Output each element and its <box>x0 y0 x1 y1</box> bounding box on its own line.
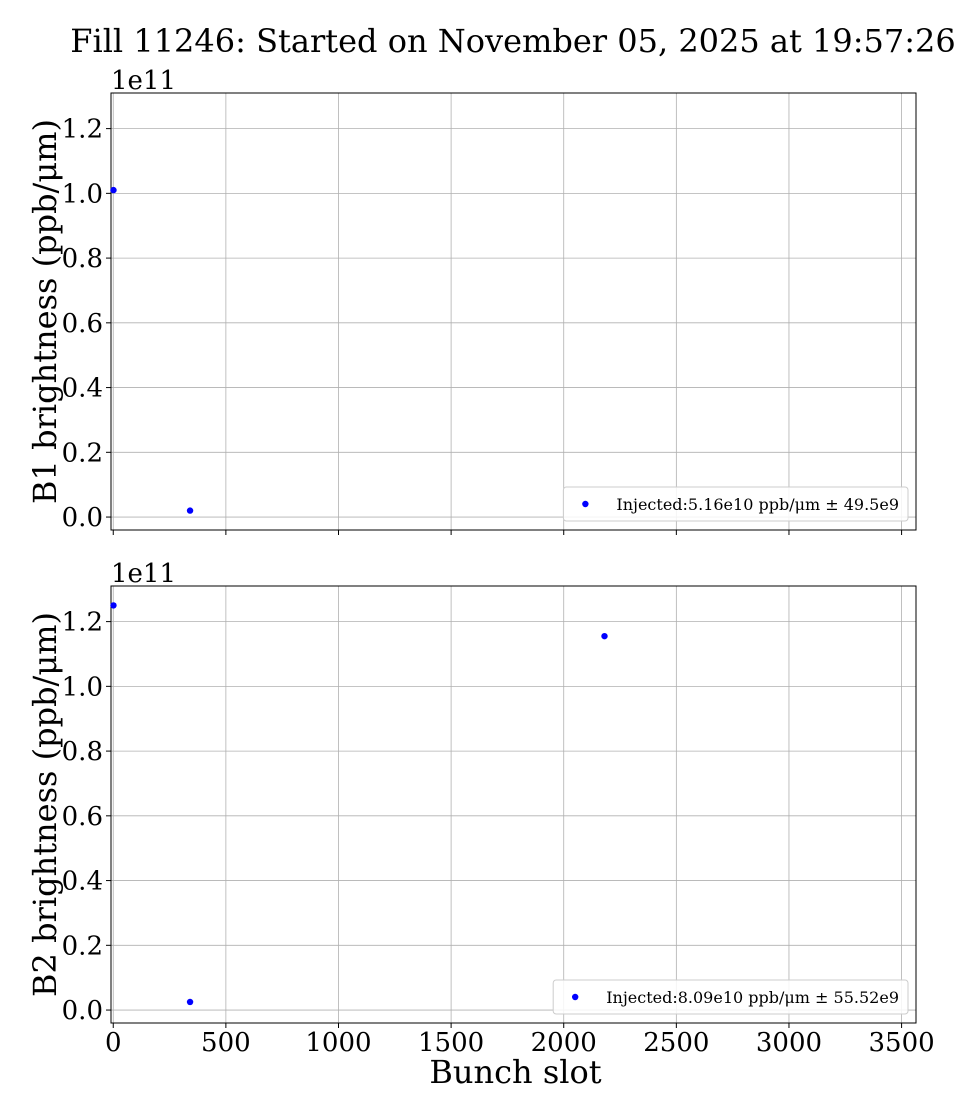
figure-title: Fill 11246: Started on November 05, 2025… <box>70 22 956 60</box>
x-tick-label: 3500 <box>868 1028 934 1058</box>
x-tick-label: 1000 <box>305 1028 371 1058</box>
legend: Injected:5.16e10 ppb/μm ± 49.5e9 <box>562 486 909 522</box>
x-tick-label: 3000 <box>756 1028 822 1058</box>
y-axis-label: B2 brightness (ppb/μm) <box>26 612 64 997</box>
y-tick-label: 0.6 <box>62 802 103 832</box>
y-tick-label: 0.4 <box>62 374 103 404</box>
data-point <box>601 632 608 640</box>
axes-frame <box>110 585 917 1024</box>
y-tick-label: 1.0 <box>62 672 103 702</box>
y-tick-label: 0.0 <box>62 503 103 533</box>
y-offset-text: 1e11 <box>111 559 176 589</box>
x-tick-label: 500 <box>201 1028 251 1058</box>
y-tick-label: 0.0 <box>62 996 103 1026</box>
x-tick-label: 2500 <box>643 1028 709 1058</box>
y-tick-label: 1.2 <box>62 115 103 145</box>
y-tick-label: 0.4 <box>62 867 103 897</box>
x-axis-label: Bunch slot <box>429 1053 601 1091</box>
data-point <box>110 186 117 194</box>
x-tick-label: 1500 <box>418 1028 484 1058</box>
y-tick-label: 0.2 <box>62 931 103 961</box>
y-tick-label: 0.2 <box>62 438 103 468</box>
b2-brightness-panel: 0 500 1000 1500 2000 2500 3000 3500 0.0 0.2 0.4 0.6… <box>26 559 935 1091</box>
y-tick-label: 1.2 <box>62 608 103 638</box>
legend-box <box>552 979 909 1015</box>
y-tick-label: 1.0 <box>62 179 103 209</box>
y-axis-label: B1 brightness (ppb/μm) <box>26 119 64 504</box>
b1-brightness-panel: 0.0 0.2 0.4 0.6 0.8 1.0 1.2 1e11 B1 brightness (… <box>26 66 917 535</box>
legend-marker <box>582 500 589 508</box>
data-point <box>110 602 117 609</box>
y-offset-text: 1e11 <box>111 66 176 96</box>
axes-frame <box>110 92 917 531</box>
legend-box <box>562 486 909 522</box>
y-tick-label: 0.6 <box>62 309 103 339</box>
x-tick-label: 2000 <box>531 1028 597 1058</box>
x-tick-label: 0 <box>105 1028 122 1058</box>
legend-label: Injected:5.16e10 ppb/μm ± 49.5e9 <box>616 495 899 514</box>
data-point <box>186 998 194 1006</box>
legend: Injected:8.09e10 ppb/μm ± 55.52e9 <box>552 979 909 1015</box>
legend-marker <box>571 993 579 1001</box>
legend-label: Injected:8.09e10 ppb/μm ± 55.52e9 <box>606 988 899 1007</box>
y-tick-label: 0.8 <box>62 737 103 767</box>
y-tick-label: 0.8 <box>62 244 103 274</box>
data-point <box>186 507 194 514</box>
